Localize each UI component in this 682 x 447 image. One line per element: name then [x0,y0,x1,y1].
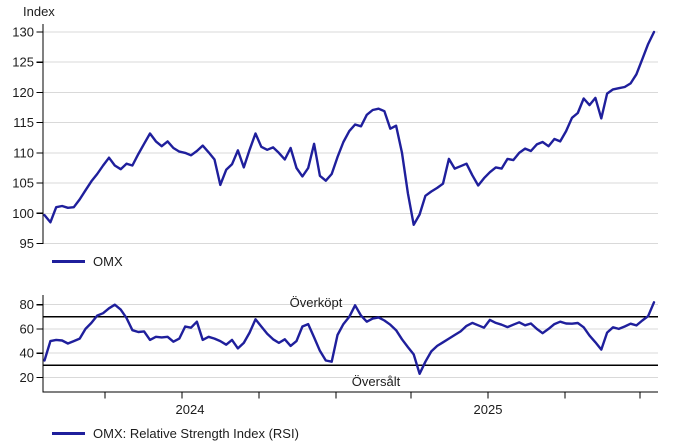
omx-y-tick-label: 115 [13,115,34,130]
omx-line-swatch [52,260,85,263]
omx-y-tick-label: 120 [12,85,34,100]
omx-y-tick-label: 105 [12,176,34,191]
rsi-y-tick-label: 20 [20,370,34,385]
rsi-y-tick-label: 40 [20,346,34,361]
omx-y-tick-label: 125 [12,55,34,70]
rsi-line-swatch [52,432,85,435]
omx-line [43,30,656,227]
legend-rsi-label: OMX: Relative Strength Index (RSI) [93,426,299,441]
omx-y-tick-label: 110 [13,145,34,160]
rsi-line [43,301,656,375]
rsi-y-tick-label: 60 [20,321,34,336]
rsi-y-tick-label: 80 [20,297,34,312]
omx-y-tick-label: 100 [12,206,34,221]
legend-omx: OMX [52,254,123,269]
oversold-annotation: Översålt [351,374,401,389]
y-axis-title: Index [23,4,55,19]
legend-omx-label: OMX [93,254,123,269]
omx-y-tick-label: 130 [12,25,34,40]
overbought-annotation: Överköpt [289,295,343,310]
legend-rsi: OMX: Relative Strength Index (RSI) [52,426,299,441]
x-axis-year-2025: 2025 [473,402,503,417]
x-axis-year-2024: 2024 [175,402,205,417]
omx-y-tick-label: 95 [20,236,34,251]
